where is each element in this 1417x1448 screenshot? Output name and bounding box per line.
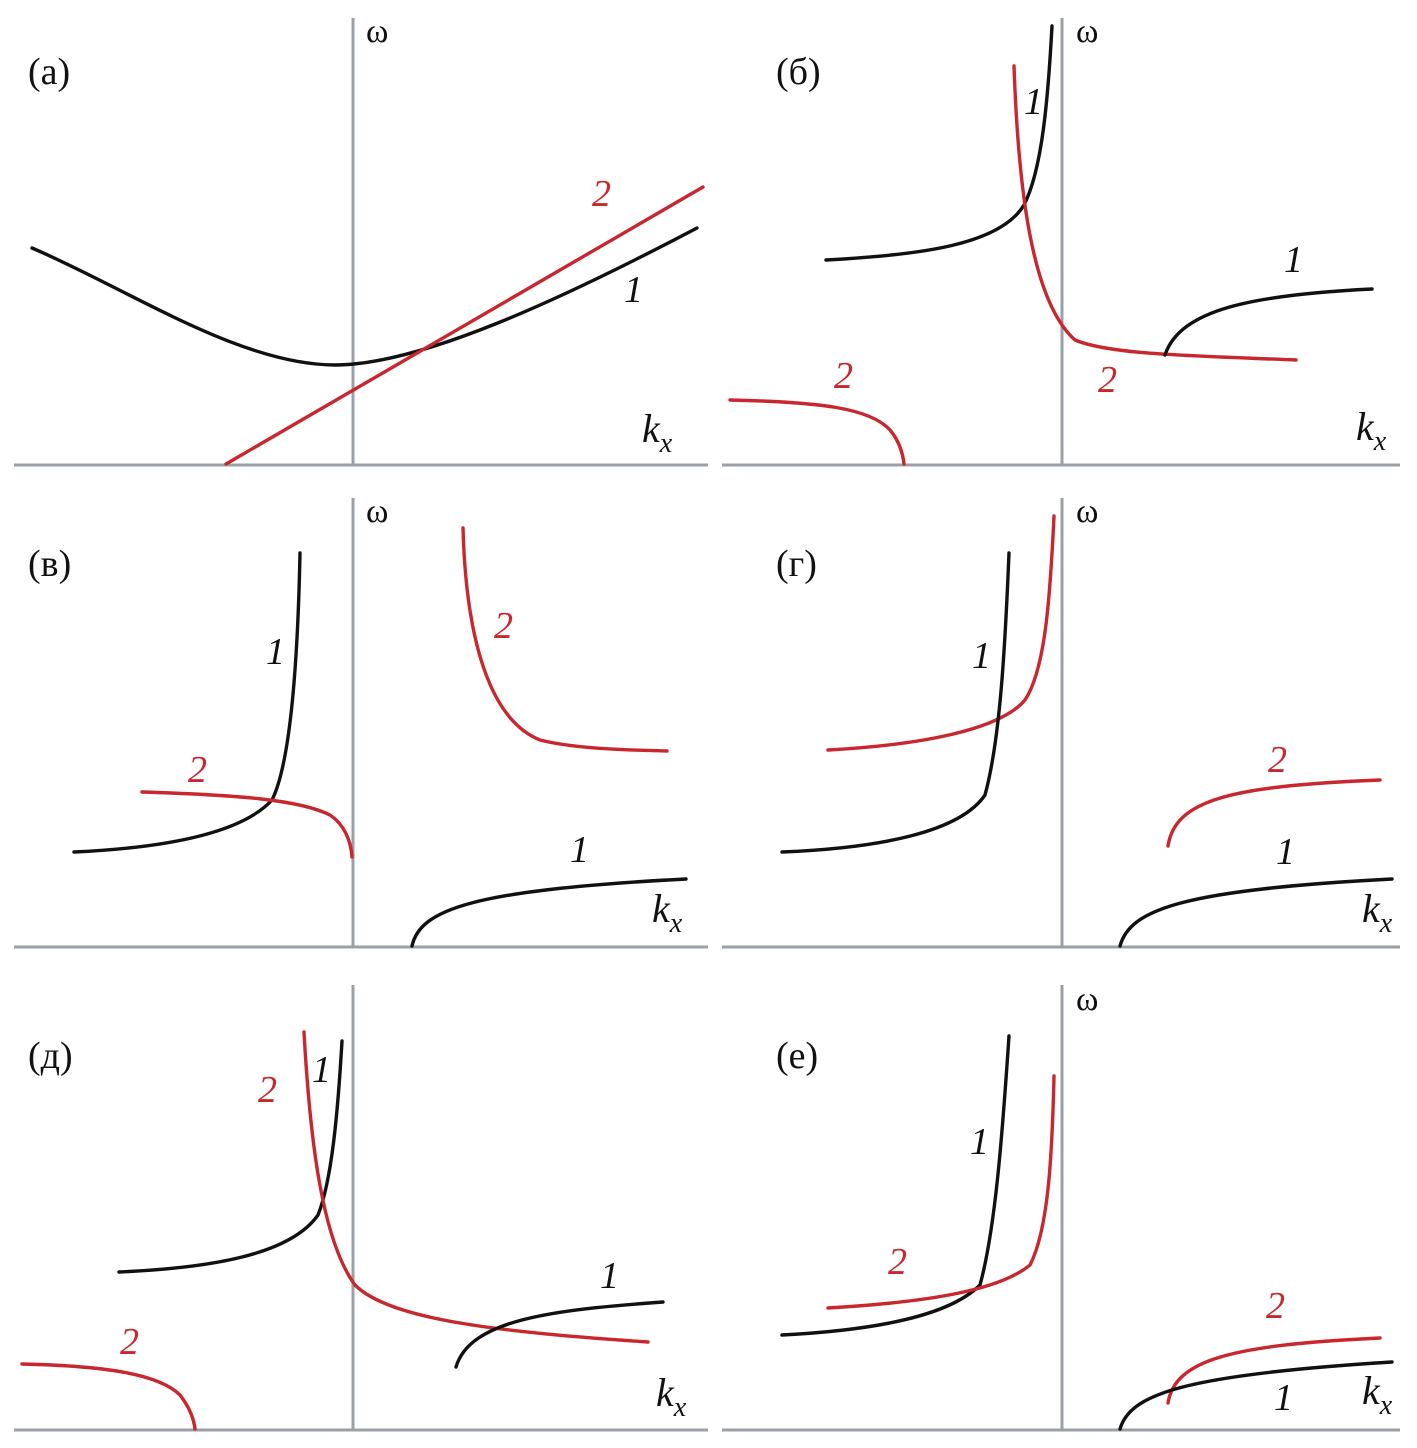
- panel-g: (г) ω kx 1 2 1: [722, 493, 1400, 949]
- panel-b: (б) ω kx 1 1 2 2: [722, 13, 1400, 467]
- curve-1-label: 1: [1024, 81, 1043, 123]
- curve-1-label: 1: [624, 269, 643, 311]
- curve-1-label: 1: [1284, 239, 1303, 281]
- curve-2-label: 2: [494, 605, 513, 647]
- omega-label: ω: [1076, 493, 1098, 530]
- panel-d: (д) kx 2 1 1 2: [14, 985, 708, 1432]
- panel-v: (в) ω kx 1 2 2 1: [14, 493, 708, 949]
- curve-1-label: 1: [600, 1255, 619, 1297]
- curve-2-label: 2: [834, 355, 853, 397]
- curve-1-right-branch: [1118, 877, 1394, 948]
- omega-label: ω: [1076, 13, 1098, 50]
- panel-label: (е): [776, 1035, 818, 1077]
- curve-2-upper-branch: [302, 1030, 650, 1344]
- curve-1-label: 1: [1274, 1377, 1293, 1419]
- curve-2-label: 2: [258, 1069, 277, 1111]
- panel-label: (б): [776, 51, 821, 93]
- curve-2-lower-branch: [728, 398, 906, 466]
- curve-2-right-branch: [461, 526, 669, 753]
- curve-2-label: 2: [888, 1241, 907, 1283]
- curve-1-right-branch: [410, 877, 688, 948]
- curve-1: [30, 226, 699, 367]
- kx-label: kx: [652, 886, 683, 939]
- omega-label: ω: [1076, 981, 1098, 1018]
- curve-1-left-branch: [117, 1039, 344, 1274]
- curve-2-label: 2: [592, 173, 611, 215]
- curve-2-right-branch: [1166, 778, 1382, 848]
- curve-2-label: 2: [1268, 739, 1287, 781]
- panel-label: (г): [776, 543, 817, 585]
- curve-1-label: 1: [972, 635, 991, 677]
- curve-2-left-branch: [140, 790, 354, 859]
- omega-label: ω: [366, 493, 388, 530]
- panel-label: (а): [28, 51, 70, 93]
- curve-2: [224, 185, 705, 466]
- curve-2-left-branch: [826, 514, 1056, 752]
- panel-label: (д): [28, 1035, 73, 1077]
- curve-1-left-branch: [780, 1034, 1011, 1337]
- omega-label: ω: [366, 13, 388, 50]
- panel-label: (в): [28, 543, 71, 585]
- curve-1-label: 1: [570, 829, 589, 871]
- curve-1-right-branch: [1163, 287, 1374, 357]
- panel-e: (е) ω kx 1 2 2 1: [722, 981, 1400, 1432]
- curve-2-left-branch: [826, 1074, 1056, 1310]
- kx-label: kx: [642, 406, 673, 459]
- curve-1-left-branch: [780, 551, 1011, 854]
- curve-1-label: 1: [266, 631, 285, 673]
- curve-1-label: 1: [1276, 831, 1295, 873]
- panel-a: (а) ω kx 2 1: [14, 13, 708, 467]
- kx-label: kx: [656, 1370, 687, 1423]
- curve-1-label: 1: [312, 1049, 331, 1091]
- curve-2-upper-branch: [1012, 64, 1298, 362]
- curve-2-label: 2: [188, 749, 207, 791]
- curve-2-label: 2: [1266, 1285, 1285, 1327]
- curve-1-right-branch: [1118, 1360, 1394, 1431]
- kx-label: kx: [1362, 1368, 1393, 1421]
- curve-1-label: 1: [970, 1121, 989, 1163]
- curve-2-label: 2: [1098, 359, 1117, 401]
- curve-2-label: 2: [120, 1321, 139, 1363]
- curve-1-left-branch: [72, 551, 302, 854]
- curve-1-right-branch: [454, 1300, 665, 1369]
- kx-label: kx: [1362, 886, 1393, 939]
- kx-label: kx: [1356, 404, 1387, 457]
- curve-2-lower-branch: [20, 1362, 197, 1431]
